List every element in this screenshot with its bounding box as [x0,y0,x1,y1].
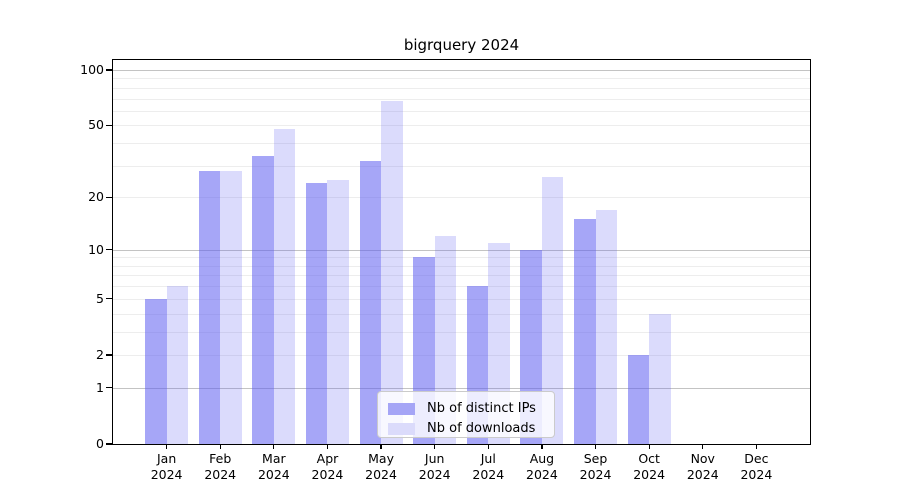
legend-item-distinct-ips: Nb of distinct IPs [388,399,544,419]
gridline-major [113,387,810,389]
y-tick-label: 2 [96,346,104,362]
x-tick-label: Nov 2024 [686,451,719,482]
x-tick-mark [755,444,757,449]
bar-distinct-ips [359,160,382,444]
x-tick-mark [166,444,168,449]
y-tick-mark [106,124,112,126]
plot-area [113,60,810,444]
y-tick-label: 5 [96,290,104,306]
x-tick-label: Jul 2024 [472,451,505,482]
legend-label-downloads: Nb of downloads [427,421,536,436]
x-tick-mark [326,444,329,449]
y-tick-label: 50 [88,117,104,133]
x-tick-label: Jun 2024 [418,451,451,482]
y-tick-label: 20 [88,189,104,205]
bar-distinct-ips [627,354,650,444]
chart-title: bigrquery 2024 [403,36,520,54]
gridline-minor [113,313,810,315]
legend-swatch-downloads [388,423,415,435]
y-tick-label: 10 [88,241,104,257]
x-tick-mark [219,444,221,449]
x-tick-label: Sep 2024 [579,451,612,482]
legend-label-distinct-ips: Nb of distinct IPs [427,401,536,416]
x-tick-mark [434,444,436,449]
y-tick-mark [106,443,112,445]
x-tick-mark [541,444,543,449]
y-tick-label: 1 [96,379,104,395]
x-tick-mark [487,444,489,449]
gridline-minor [113,125,810,127]
gridline-minor [113,286,810,288]
y-tick-label: 0 [96,436,104,451]
gridline-minor [113,87,810,89]
bar-distinct-ips [306,183,328,444]
gridline-minor [113,331,810,333]
x-tick-label: May 2024 [365,451,397,482]
x-tick-mark [648,444,650,449]
bar-downloads [273,128,296,444]
x-tick-label: Feb 2024 [204,451,237,482]
x-tick-label: Oct 2024 [633,451,666,482]
bar-distinct-ips [252,155,274,444]
gridline-minor [113,165,810,167]
gridline-minor [113,257,810,259]
gridline-major [113,249,810,251]
gridline-minor [113,265,810,267]
y-tick-mark [106,298,112,300]
bar-downloads [381,100,403,444]
gridline-minor [113,197,810,199]
x-tick-mark [594,444,597,449]
gridline-major [113,70,810,71]
gridline-minor [113,143,810,145]
x-tick-mark [702,444,704,449]
y-tick-label: 100 [80,62,104,77]
y-tick-mark [106,354,112,356]
y-tick-mark [106,196,112,198]
legend: Nb of distinct IPs Nb of downloads [377,391,555,438]
x-tick-label: Aug 2024 [526,451,558,482]
bar-downloads [541,176,564,444]
bar-downloads [166,286,189,444]
gridline-minor [113,98,810,100]
bar-downloads [649,313,671,444]
x-tick-mark [273,444,275,449]
bar-downloads [595,209,617,444]
x-tick-label: Apr 2024 [311,451,344,482]
gridline-minor [113,298,810,300]
y-tick-mark [106,387,112,389]
gridline-minor [113,354,810,356]
bar-downloads [327,179,349,444]
y-tick-mark [106,249,112,251]
gridline-minor [113,110,810,112]
gridline-minor [113,275,810,277]
x-tick-mark [380,444,382,449]
bar-distinct-ips [145,298,167,444]
x-tick-label: Dec 2024 [740,451,773,482]
bar-downloads [220,171,242,444]
legend-swatch-distinct-ips [388,403,415,415]
bar-distinct-ips [574,219,596,444]
x-tick-label: Jan 2024 [150,451,183,482]
x-tick-label: Mar 2024 [257,451,290,482]
legend-item-downloads: Nb of downloads [388,419,544,439]
gridline-minor [113,78,810,80]
y-tick-mark [106,69,112,71]
bar-distinct-ips [198,171,221,444]
